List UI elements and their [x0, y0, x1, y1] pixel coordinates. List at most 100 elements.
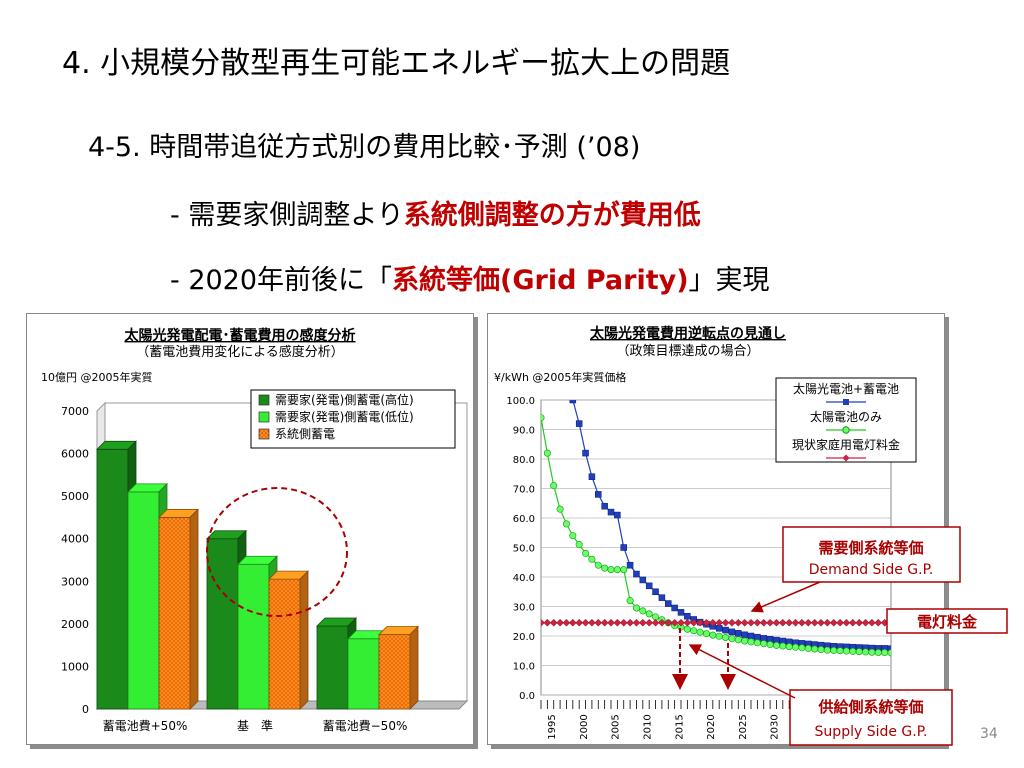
data-point: [804, 644, 812, 652]
data-point: [810, 618, 819, 627]
legend-label: 太陽電池のみ: [810, 409, 882, 424]
data-point: [683, 618, 692, 627]
data-point: [887, 649, 891, 657]
data-point: [620, 566, 628, 574]
x-tick-label: 1995: [547, 714, 558, 739]
data-point: [798, 644, 806, 652]
data-point: [670, 618, 679, 627]
line-chart-subtitle: （政策目標達成の場合）: [616, 343, 759, 359]
y-tick-label: 80.0: [513, 455, 535, 466]
bar-0-0: [96, 448, 129, 710]
data-point: [556, 505, 564, 513]
bullet-2-prefix: - 2020年前後に「: [170, 265, 393, 296]
line-chart-ylabel: ¥/kWh @2005年実質価格: [494, 370, 626, 384]
y-tick-label: 7000: [61, 405, 89, 418]
data-point: [849, 647, 857, 655]
x-tick-label: 2030: [770, 714, 781, 739]
data-point: [722, 626, 729, 634]
data-point: [747, 638, 755, 646]
data-point: [541, 414, 545, 422]
y-tick-label: 0: [82, 703, 89, 716]
data-point: [607, 566, 615, 574]
bullet-1: - 需要家側調整より系統側調整の方が費用低: [170, 193, 701, 232]
y-tick-label: 30.0: [513, 603, 535, 614]
data-point: [664, 618, 673, 627]
data-point: [620, 544, 627, 551]
data-point: [582, 449, 589, 457]
data-point: [550, 482, 558, 490]
bar-chart-subtitle: （蓄電池費用変化による感度分析）: [136, 344, 344, 360]
data-point: [823, 646, 831, 654]
data-point: [626, 618, 634, 627]
legend-swatch: [258, 394, 270, 406]
bar-1-2: [268, 578, 301, 710]
y-tick-label: 1000: [61, 660, 89, 673]
x-tick-label: 2005: [611, 714, 622, 739]
data-point: [861, 618, 870, 627]
bar-side-0-2: [189, 508, 199, 710]
bullet-2-emphasis: 系統等価(Grid Parity): [392, 265, 689, 296]
y-tick-label: 100.0: [506, 396, 535, 407]
data-point: [855, 648, 863, 656]
data-point: [632, 604, 640, 612]
data-point: [753, 639, 761, 647]
legend-label: 需要家(発電)側蓄電(高位): [275, 392, 414, 407]
y-tick-label: 90.0: [513, 426, 535, 437]
data-point: [581, 618, 590, 627]
line-chart-panel: 太陽光発電費用逆転点の見通し （政策目標達成の場合） ¥/kWh @2005年実質価…: [487, 313, 945, 745]
data-point: [569, 400, 577, 404]
data-point: [759, 618, 768, 627]
data-point: [645, 582, 653, 590]
data-point: [811, 645, 819, 653]
data-point: [728, 635, 736, 643]
data-point: [594, 561, 602, 569]
data-point: [766, 641, 774, 649]
data-point: [734, 636, 742, 644]
line-chart-title: 太陽光発電費用逆転点の見通し: [590, 325, 786, 342]
data-point: [607, 618, 615, 627]
bar-chart: 太陽光発電配電･蓄電費用の感度分析（蓄電池費用変化による感度分析） 10億円 @2…: [41, 327, 469, 733]
data-point: [842, 647, 850, 655]
data-point: [569, 532, 577, 540]
data-point: [595, 491, 602, 498]
bar-chart-ylabel: 10億円 @2005年実質: [41, 370, 153, 384]
bar-0-1: [127, 491, 160, 710]
data-point: [683, 625, 691, 633]
data-point: [562, 618, 571, 627]
data-point: [741, 637, 749, 645]
data-point: [741, 631, 748, 639]
data-point: [588, 473, 596, 480]
y-tick-label: 6000: [61, 448, 89, 461]
data-point: [887, 645, 891, 652]
data-point: [702, 630, 710, 638]
data-point: [830, 646, 838, 654]
data-point: [848, 618, 857, 627]
data-point: [652, 588, 659, 595]
data-point: [881, 649, 889, 657]
data-point: [632, 618, 641, 627]
data-point: [607, 508, 615, 516]
data-point: [817, 618, 825, 627]
bar-1-0: [206, 538, 239, 710]
legend-label: 需要家(発電)側蓄電(低位): [275, 409, 414, 424]
data-point: [562, 520, 570, 528]
slide-subtitle: 4-5. 時間帯追従方式別の費用比較･予測 (’08): [88, 132, 641, 163]
data-point: [874, 618, 883, 627]
series-group: [541, 400, 891, 657]
data-point: [582, 549, 590, 557]
bar-0-2: [158, 517, 191, 710]
data-point: [766, 618, 774, 627]
data-point: [702, 618, 711, 627]
y-tick-label: 70.0: [513, 485, 535, 496]
legend-label: 現状家庭用電灯料金: [792, 437, 900, 452]
data-point: [575, 618, 584, 627]
data-point: [708, 618, 717, 627]
x-tick-label: 2000: [579, 714, 590, 739]
data-point: [639, 607, 647, 615]
data-point: [823, 618, 832, 627]
data-point: [817, 646, 825, 654]
data-point: [601, 564, 609, 572]
legend-label: 太陽光電池+蓄電池: [793, 381, 899, 396]
bar-chart-title: 太陽光発電配電･蓄電費用の感度分析: [125, 327, 356, 344]
data-point: [785, 643, 793, 651]
